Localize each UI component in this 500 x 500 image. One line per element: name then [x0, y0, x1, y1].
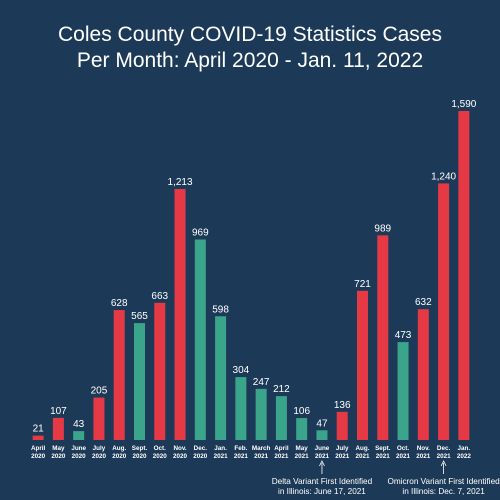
- x-tick-month-19: Oct.: [397, 445, 409, 452]
- x-tick-year-11: 2021: [234, 453, 249, 460]
- value-label-16: 136: [334, 400, 351, 411]
- x-tick-year-18: 2021: [376, 453, 391, 460]
- chart-title-line-1: Coles County COVID-19 Statistics Cases: [58, 23, 442, 46]
- x-tick-year-6: 2020: [132, 453, 147, 460]
- bar-22: [458, 111, 470, 440]
- value-label-13: 212: [273, 384, 290, 395]
- bar-15: [316, 430, 328, 440]
- value-label-17: 721: [354, 279, 371, 290]
- x-tick-month-10: Jan.: [214, 445, 227, 452]
- x-tick-month-16: July: [336, 445, 349, 452]
- x-tick-year-4: 2020: [92, 453, 107, 460]
- x-tick-year-9: 2020: [193, 453, 208, 460]
- x-tick-year-21: 2021: [437, 453, 452, 460]
- x-tick-year-7: 2020: [153, 453, 168, 460]
- x-tick-month-1: April: [31, 445, 46, 452]
- bar-19: [397, 342, 409, 440]
- value-label-1: 21: [33, 424, 45, 435]
- bar-21: [438, 183, 450, 440]
- x-tick-month-22: Jan.: [458, 445, 471, 452]
- bar-14: [296, 418, 308, 440]
- bar-1: [32, 435, 44, 440]
- x-tick-year-3: 2020: [72, 453, 87, 460]
- x-tick-year-14: 2021: [295, 453, 310, 460]
- value-label-5: 628: [111, 298, 128, 309]
- bar-7: [154, 302, 166, 440]
- bar-5: [113, 310, 125, 440]
- x-tick-year-10: 2021: [214, 453, 229, 460]
- value-label-7: 663: [151, 291, 168, 302]
- x-tick-month-20: Nov.: [417, 445, 430, 452]
- value-label-6: 565: [131, 311, 148, 322]
- bar-16: [336, 411, 348, 440]
- x-tick-month-2: May: [52, 445, 65, 452]
- bar-3: [73, 431, 85, 440]
- x-tick-month-11: Feb.: [234, 445, 247, 452]
- x-tick-month-17: Aug.: [356, 445, 370, 452]
- annotation-1-line-1: Delta Variant First Identified: [272, 477, 373, 486]
- x-tick-month-4: July: [93, 445, 106, 452]
- x-tick-year-16: 2021: [335, 453, 350, 460]
- value-label-11: 304: [233, 365, 250, 376]
- x-tick-year-13: 2021: [274, 453, 289, 460]
- x-tick-year-15: 2021: [315, 453, 330, 460]
- annotation-arrow-head-1: [319, 460, 325, 467]
- bar-8: [174, 189, 186, 440]
- x-tick-month-14: May: [296, 445, 309, 452]
- annotation-2-line-2: in Illinois: Dec. 7, 2021: [402, 487, 485, 496]
- x-tick-month-5: Aug.: [112, 445, 126, 452]
- value-label-19: 473: [395, 330, 412, 341]
- value-label-18: 989: [374, 223, 391, 234]
- bar-11: [235, 377, 247, 440]
- x-tick-year-1: 2020: [31, 453, 46, 460]
- value-label-2: 107: [50, 406, 67, 417]
- bar-10: [215, 316, 227, 440]
- x-tick-year-22: 2022: [457, 453, 472, 460]
- value-label-3: 43: [73, 419, 85, 430]
- bar-4: [93, 397, 105, 440]
- value-label-10: 598: [212, 304, 229, 315]
- value-label-15: 47: [316, 418, 328, 429]
- value-label-21: 1,240: [431, 171, 456, 182]
- bar-6: [134, 323, 145, 440]
- value-label-8: 1,213: [168, 177, 193, 188]
- chart-title-line-2: Per Month: April 2020 - Jan. 11, 2022: [76, 49, 424, 72]
- x-tick-year-20: 2021: [416, 453, 431, 460]
- x-tick-month-21: Dec.: [437, 445, 451, 452]
- value-label-14: 106: [293, 406, 310, 417]
- x-tick-year-8: 2020: [173, 453, 188, 460]
- bar-12: [255, 388, 267, 440]
- value-label-4: 205: [91, 386, 108, 397]
- x-tick-month-13: April: [274, 445, 289, 452]
- bar-17: [357, 290, 368, 440]
- x-tick-month-9: Dec.: [194, 445, 208, 452]
- x-tick-month-6: Sept.: [132, 445, 148, 452]
- bar-20: [417, 309, 429, 440]
- x-tick-month-7: Oct.: [154, 445, 166, 452]
- x-tick-month-15: June: [315, 445, 330, 452]
- x-tick-year-2: 2020: [51, 453, 66, 460]
- x-tick-year-19: 2021: [396, 453, 411, 460]
- bar-2: [52, 417, 64, 440]
- x-tick-month-3: June: [71, 445, 86, 452]
- x-tick-month-18: Sept.: [375, 445, 391, 452]
- x-tick-month-8: Nov.: [173, 445, 186, 452]
- value-label-9: 969: [192, 227, 209, 238]
- annotation-arrow-head-2: [440, 460, 447, 467]
- value-label-20: 632: [415, 297, 432, 308]
- value-label-22: 1,590: [451, 99, 476, 110]
- x-tick-year-17: 2021: [355, 453, 370, 460]
- annotation-2-line-1: Omicron Variant First Identified: [387, 477, 500, 486]
- bar-9: [194, 239, 206, 440]
- annotation-1-line-2: in Illinois: June 17, 2021: [278, 487, 366, 496]
- x-tick-year-12: 2021: [254, 453, 269, 460]
- bar-13: [275, 396, 287, 440]
- value-label-12: 247: [253, 377, 270, 388]
- bar-18: [377, 235, 389, 440]
- chart-title: Coles County COVID-19 Statistics Cases P…: [0, 22, 500, 74]
- x-tick-month-12: March: [252, 445, 271, 452]
- x-tick-year-5: 2020: [112, 453, 127, 460]
